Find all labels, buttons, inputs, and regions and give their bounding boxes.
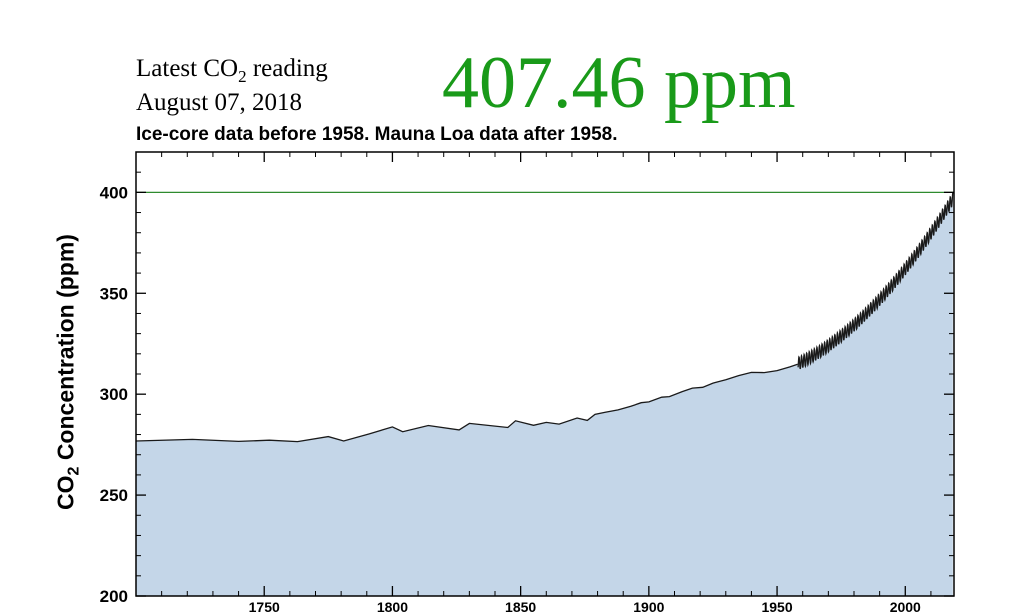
reading-date: August 07, 2018 bbox=[136, 89, 302, 116]
latest-reading-value: 407.46 ppm bbox=[442, 42, 796, 124]
icecore-series-line bbox=[135, 363, 798, 443]
plot-frame bbox=[135, 151, 955, 597]
x-tick-label: 1900 bbox=[633, 599, 664, 615]
y-tick-label: 300 bbox=[100, 385, 128, 404]
x-tick-label: 1800 bbox=[377, 599, 408, 615]
x-tick-label: 1750 bbox=[249, 599, 280, 615]
co2-area-fill bbox=[136, 192, 953, 596]
maunaloa-series-line bbox=[797, 192, 954, 370]
x-tick-label: 1950 bbox=[761, 599, 792, 615]
latest-reading-label: Latest CO2 reading bbox=[136, 55, 328, 86]
y-tick-label: 400 bbox=[100, 183, 128, 202]
chart-subtitle: Ice-core data before 1958. Mauna Loa dat… bbox=[136, 124, 618, 145]
y-tick-label: 350 bbox=[100, 284, 128, 303]
y-tick-label: 200 bbox=[100, 587, 128, 606]
x-tick-label: 1850 bbox=[505, 599, 536, 615]
axis-ticks: 200 250 300 350 400 1750 1800 1850 1900 1950 2000 bbox=[100, 152, 954, 615]
x-tick-label: 2000 bbox=[890, 599, 921, 615]
y-tick-label: 250 bbox=[100, 486, 128, 505]
